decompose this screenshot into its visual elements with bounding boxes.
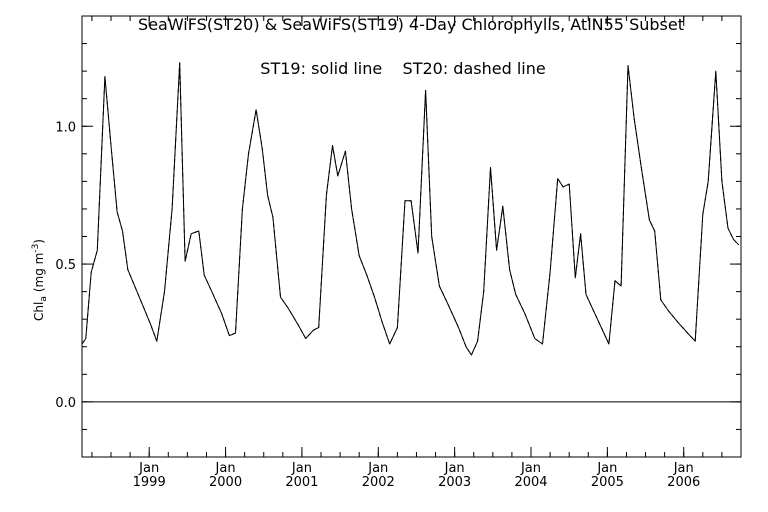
x-tick-month-label: Jan — [673, 461, 694, 476]
x-tick-year-label: 2001 — [285, 475, 318, 490]
x-tick-year-label: 1999 — [133, 475, 166, 490]
x-tick-month-label: Jan — [291, 461, 312, 476]
x-tick-year-label: 2005 — [591, 475, 624, 490]
y-axis-label-superscript: -3 — [31, 244, 41, 253]
axes: 0.00.51.0Jan1999Jan2000Jan2001Jan2002Jan… — [55, 15, 742, 490]
x-tick-month-label: Jan — [596, 461, 617, 476]
y-axis-label-main: Chl — [32, 302, 46, 321]
y-axis-label-close: ) — [32, 239, 46, 244]
x-tick-year-label: 2002 — [362, 475, 395, 490]
y-axis-label: Chla (mg m-3) — [31, 239, 49, 321]
x-tick-year-label: 2004 — [514, 475, 547, 490]
y-tick-label: 0.0 — [55, 396, 76, 411]
y-axis-label-subscript: a — [39, 296, 49, 302]
series-style-annotation: ST19: solid line ST20: dashed line — [260, 59, 545, 78]
y-axis-label-units: (mg m — [32, 253, 46, 293]
x-tick-month-label: Jan — [138, 461, 159, 476]
series-line-st19 — [81, 62, 740, 356]
x-tick-year-label: 2006 — [667, 475, 700, 490]
y-tick-label: 0.5 — [55, 258, 76, 273]
x-tick-month-label: Jan — [444, 461, 465, 476]
x-tick-year-label: 2003 — [438, 475, 471, 490]
x-tick-year-label: 2000 — [209, 475, 242, 490]
y-tick-label: 1.0 — [55, 120, 76, 135]
x-tick-month-label: Jan — [520, 461, 541, 476]
chart-title: SeaWiFS(ST20) & SeaWiFS(ST19) 4-Day Chlo… — [138, 15, 684, 34]
series-layer — [81, 62, 740, 356]
plot-frame — [81, 15, 742, 458]
x-tick-month-label: Jan — [215, 461, 236, 476]
x-tick-month-label: Jan — [367, 461, 388, 476]
